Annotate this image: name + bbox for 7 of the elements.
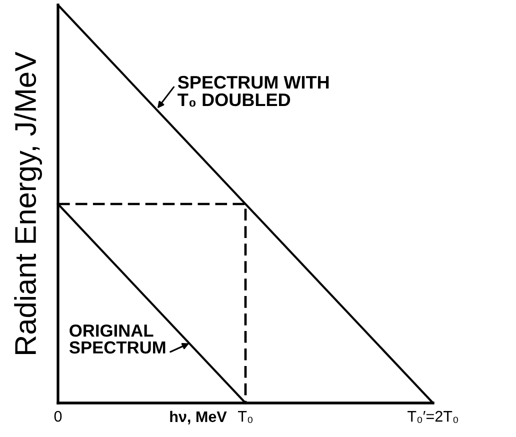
x-axis-title: hν, MeV bbox=[170, 410, 227, 424]
x-tick-label: T₀ bbox=[238, 411, 252, 423]
annotation: ORIGINAL SPECTRUM bbox=[69, 324, 166, 354]
x-tick-label: 0 bbox=[54, 410, 62, 422]
annotation: SPECTRUM WITH T₀ DOUBLED bbox=[178, 76, 329, 107]
x-tick-label: T₀′=2T₀ bbox=[408, 410, 458, 423]
y-axis-title: Radiant Energy, J/MeV bbox=[14, 52, 42, 354]
